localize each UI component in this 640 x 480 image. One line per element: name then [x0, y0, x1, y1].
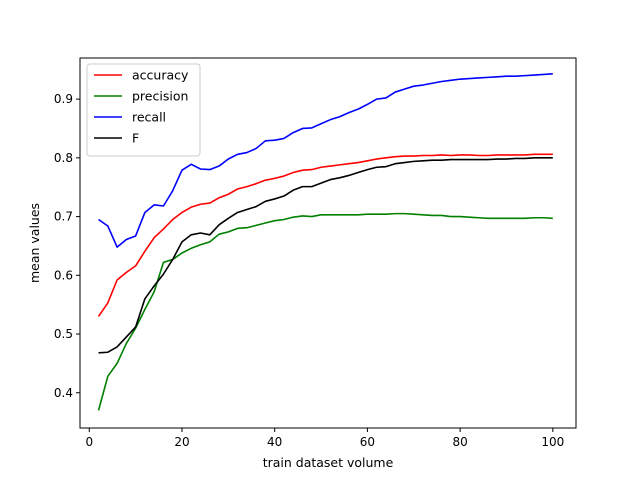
y-axis-ticks: 0.4 0.5 0.6 0.7 0.8 0.9 [54, 92, 80, 400]
series-line-recall [98, 73, 553, 248]
legend-label-f: F [132, 131, 139, 146]
y-tick-label: 0.4 [54, 386, 73, 400]
y-tick-label: 0.5 [54, 327, 73, 341]
plot-frame [79, 57, 577, 429]
x-axis-label: train dataset volume [263, 455, 394, 470]
plot-lines [97, 73, 553, 411]
legend-box [86, 63, 201, 157]
x-tick-label: 0 [85, 435, 93, 449]
series-line-accuracy [97, 153, 553, 317]
x-tick-label: 60 [360, 435, 375, 449]
legend-label-recall: recall [132, 110, 166, 125]
series-line-precision [97, 212, 553, 411]
y-tick-label: 0.8 [54, 151, 73, 165]
x-tick-label: 20 [174, 435, 189, 449]
y-tick-label: 0.6 [54, 268, 73, 282]
y-axis-label: mean values [27, 203, 42, 283]
x-tick-label: 40 [267, 435, 282, 449]
legend-label-accuracy: accuracy [132, 68, 189, 83]
legend: accuracy precision recall F [86, 63, 201, 157]
y-tick-label: 0.7 [54, 210, 73, 224]
x-tick-label: 100 [541, 435, 564, 449]
series-line-f [98, 157, 553, 354]
legend-label-precision: precision [132, 89, 188, 104]
y-tick-label: 0.9 [54, 92, 73, 106]
x-tick-label: 80 [452, 435, 467, 449]
x-axis-ticks: 0 20 40 60 80 100 [85, 428, 564, 449]
